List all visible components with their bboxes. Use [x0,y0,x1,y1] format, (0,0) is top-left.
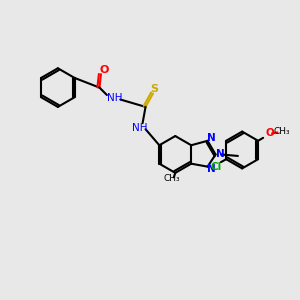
Text: N: N [207,164,215,174]
Text: NH: NH [132,123,147,133]
Text: O: O [99,65,109,75]
Text: S: S [151,84,158,94]
Text: CH₃: CH₃ [274,128,290,136]
Text: N: N [207,134,215,143]
Text: Cl: Cl [210,162,221,172]
Text: NH: NH [106,93,122,103]
Text: O: O [266,128,274,138]
Text: CH₃: CH₃ [164,174,180,183]
Text: N: N [216,149,224,160]
